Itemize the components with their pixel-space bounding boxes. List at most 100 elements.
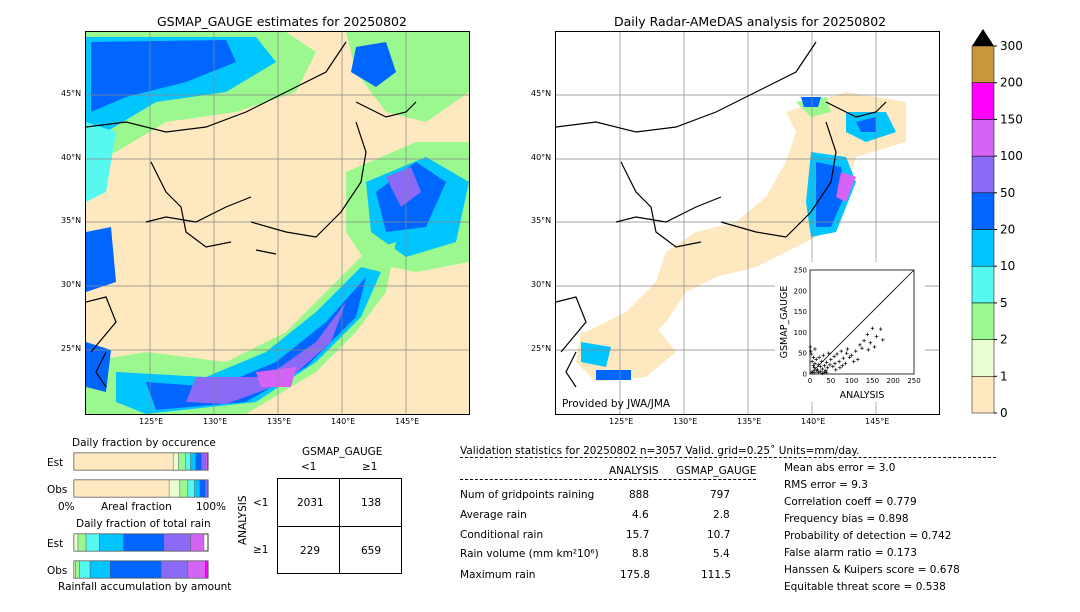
stat-analysis-0: 888: [629, 489, 650, 501]
scatter-ytick-label: 0: [803, 371, 807, 379]
stat-analysis-4: 175.8: [620, 569, 651, 581]
scatter-ytick-label: 200: [794, 287, 807, 295]
bar-segment: [73, 479, 170, 498]
scatter-point: [878, 327, 883, 331]
colorbar-tick-label: 5: [1000, 296, 1008, 310]
stat-gsmap-1: 2.8: [713, 509, 730, 521]
scatter-point: [865, 332, 870, 337]
colorbar-swatch: [971, 265, 995, 304]
stat-label-1: Average rain: [460, 509, 527, 521]
scatter-point: [808, 345, 813, 349]
bar-segment: [190, 452, 197, 471]
left-lat-35: 35°N: [61, 216, 82, 225]
scatter-point: [814, 368, 819, 373]
occ-hundred: 100%: [196, 501, 227, 513]
scatter-point: [843, 361, 848, 366]
scatter-point: [825, 365, 830, 370]
colorbar-swatch: [971, 229, 995, 267]
stats-col-gsmap: GSMAP_GAUGE: [676, 465, 757, 477]
right-map-title: Daily Radar-AMeDAS analysis for 20250802: [614, 14, 887, 29]
bar-segment: [99, 533, 124, 552]
stat-analysis-2: 15.7: [626, 529, 650, 541]
scatter-point: [828, 363, 832, 367]
left-lat-25: 25°N: [61, 344, 82, 353]
bar-segment: [194, 479, 201, 498]
total-xlabel: Rainfall accumulation by amount: [58, 581, 232, 593]
right-lon-145: 145°E: [865, 417, 890, 426]
scatter-point: [814, 357, 819, 362]
bar-segment: [172, 452, 179, 471]
bar-segment: [73, 533, 79, 552]
left-lat-40: 40°N: [61, 153, 82, 162]
scatter-point: [839, 349, 843, 353]
scatter-point: [872, 345, 877, 349]
colorbar-tick-label: 0: [1000, 406, 1008, 420]
total-title: Daily fraction of total rain: [76, 518, 211, 530]
scatter-point: [835, 352, 839, 356]
scatter-point: [881, 338, 885, 342]
colorbar-tick-label: 300: [1000, 39, 1023, 53]
metric-7: Equitable threat score = 0.538: [784, 581, 946, 593]
left-lat-45: 45°N: [61, 89, 82, 98]
right-lon-125: 125°E: [609, 417, 634, 426]
occ-xlabel: Areal fraction: [101, 501, 172, 513]
scatter-point: [824, 370, 829, 375]
scatter-point: [858, 343, 862, 347]
ct-row-ge1: ≥1: [253, 544, 269, 556]
scatter-point: [819, 359, 824, 364]
bar-segment: [75, 560, 80, 579]
metric-0: Mean abs error = 3.0: [784, 462, 896, 474]
ct-col-ge1: ≥1: [362, 461, 378, 473]
metric-5: False alarm ratio = 0.173: [784, 547, 917, 559]
stat-gsmap-0: 797: [710, 489, 731, 501]
bar-segment: [79, 560, 91, 579]
stat-label-3: Rain volume (mm km²10⁶): [460, 548, 599, 560]
stat-label-4: Maximum rain: [460, 569, 536, 581]
colorbar-swatch: [971, 339, 995, 377]
colorbar-tick-label: 200: [1000, 76, 1023, 90]
scatter-point: [812, 370, 816, 375]
scatter-point: [816, 363, 821, 367]
scatter-ytick-label: 150: [794, 308, 807, 316]
scatter-xtick-label: 100: [845, 377, 858, 385]
stats-header: Validation statistics for 20250802 n=305…: [460, 445, 860, 457]
bar-segment: [163, 533, 191, 552]
bar-segment: [178, 452, 186, 471]
scatter-point: [820, 367, 825, 371]
bar-segment: [73, 452, 174, 471]
scatter-point: [824, 360, 829, 365]
scatter-point: [826, 351, 831, 355]
colorbar-tick-label: 100: [1000, 149, 1023, 163]
colorbar-swatch: [971, 302, 995, 340]
left-map: [85, 31, 470, 415]
metric-4: Probability of detection = 0.742: [784, 530, 952, 542]
bar-segment: [205, 560, 209, 579]
scatter-point: [845, 347, 850, 351]
bar-segment: [185, 452, 191, 471]
colorbar-tick-label: 10: [1000, 259, 1015, 273]
bar-segment: [179, 479, 189, 498]
scatter-point: [847, 355, 852, 360]
ct-row-lt1: <1: [253, 497, 269, 509]
scatter-xtick-label: 0: [808, 377, 812, 385]
bar-segment: [187, 479, 195, 498]
scatter-xtick-label: 150: [866, 377, 879, 385]
left-lat-30: 30°N: [61, 280, 82, 289]
scatter-xtick-label: 200: [887, 377, 900, 385]
scatter-point: [818, 369, 823, 374]
scatter-point: [818, 364, 823, 369]
total-obs-label: Obs: [47, 565, 68, 577]
ct-cell-01: 138: [361, 497, 382, 509]
scatter-xtick-label: 50: [826, 377, 835, 385]
scatter-ylabel: GSMAP_GAUGE: [779, 286, 790, 359]
scatter-point: [809, 352, 814, 356]
bar-segment: [109, 560, 162, 579]
scatter-point: [866, 348, 871, 352]
ct-hline: [278, 526, 401, 527]
bar-segment: [201, 452, 206, 471]
ct-title: GSMAP_GAUGE: [302, 446, 383, 458]
scatter-point: [831, 364, 835, 369]
scatter-xtick-label: 250: [907, 377, 920, 385]
total-est-label: Est: [47, 538, 64, 550]
scatter-point: [844, 351, 849, 355]
